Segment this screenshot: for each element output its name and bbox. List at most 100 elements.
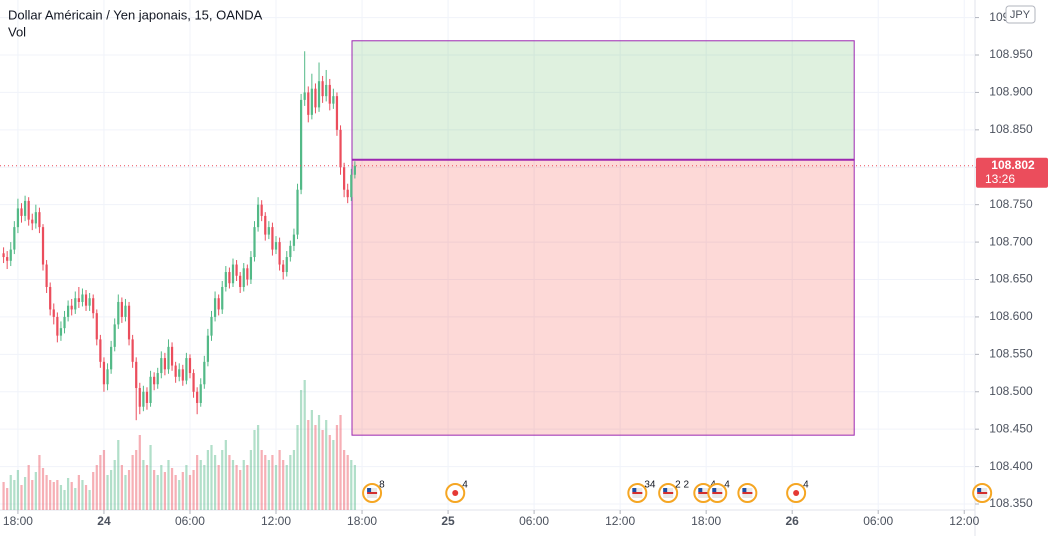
volume-bar: [321, 430, 324, 510]
volume-bar: [278, 450, 281, 510]
event-count: 34: [644, 480, 656, 491]
candle-body: [106, 369, 109, 385]
y-tick-label: 108.750: [989, 197, 1033, 211]
volume-bar: [49, 480, 52, 510]
volume-bar: [299, 390, 303, 510]
candle-body: [264, 215, 267, 235]
candle-body: [335, 96, 339, 130]
candle-body: [52, 309, 55, 317]
candle-body: [9, 249, 12, 261]
volume-bar: [167, 460, 170, 510]
candle-body: [271, 227, 274, 250]
candle-body: [203, 361, 206, 385]
candle-body: [339, 129, 342, 168]
event-count: 4: [724, 480, 730, 491]
candle-body: [34, 212, 37, 224]
candle-body: [45, 264, 48, 287]
candle-body: [314, 88, 317, 108]
candle-body: [23, 200, 27, 216]
candle-body: [156, 373, 159, 385]
candle-body: [153, 376, 156, 385]
volume-bar: [74, 488, 77, 510]
candle-body: [303, 92, 306, 100]
event-count: 8: [379, 480, 385, 491]
volume-bar: [135, 450, 138, 510]
candle-body: [63, 316, 66, 329]
currency-label: JPY: [1010, 9, 1031, 21]
volume-bar: [231, 460, 235, 510]
volume-bar: [346, 455, 349, 510]
volume-bar: [246, 465, 249, 510]
candle-body: [167, 346, 170, 370]
volume-bar: [235, 465, 238, 510]
volume-bar: [221, 450, 224, 510]
candle-body: [267, 227, 270, 235]
volume-bar: [289, 455, 292, 510]
x-tick-label: 25: [441, 514, 455, 528]
event-flag-stripe: [367, 492, 378, 494]
candle-body: [299, 99, 303, 190]
price-scale-bg: [975, 0, 1053, 510]
candle-body: [127, 305, 131, 340]
candle-body: [217, 298, 220, 310]
volume-bar: [66, 478, 70, 510]
event-flag-corner: [698, 488, 703, 492]
event-flag-corner: [632, 488, 637, 492]
candle-body: [249, 257, 253, 280]
event-flag-corner: [663, 488, 668, 492]
candle-body: [188, 358, 192, 374]
candle-body: [256, 204, 260, 228]
event-flag-corner: [977, 488, 982, 492]
candle-body: [20, 208, 23, 216]
volume-bar: [253, 430, 256, 510]
candle-body: [16, 208, 20, 228]
candle-body: [224, 272, 227, 287]
event-flag-stripe: [663, 492, 674, 494]
volume-bar: [325, 420, 328, 510]
candle-body: [56, 316, 59, 336]
candle-body: [285, 257, 288, 273]
event-dot: [452, 490, 459, 496]
x-tick-label: 18:00: [3, 514, 33, 528]
volume-bar: [264, 455, 267, 510]
volume-bar: [31, 480, 34, 510]
candle-body: [199, 384, 202, 403]
candle-body: [81, 294, 84, 302]
volume-bar: [156, 475, 159, 510]
volume-bar: [6, 488, 9, 510]
volume-bar: [117, 440, 120, 510]
candle-body: [185, 358, 188, 381]
candle-body: [38, 212, 41, 228]
volume-bar: [335, 425, 339, 510]
volume-bar: [192, 470, 195, 510]
candle-body: [260, 204, 263, 216]
candle-body: [135, 361, 138, 389]
candle-body: [181, 369, 184, 381]
x-tick-label: 12:00: [605, 514, 635, 528]
event-flag-stripe: [742, 492, 753, 494]
volume-bar: [285, 465, 288, 510]
candle-body: [274, 242, 278, 250]
candle-body: [110, 346, 113, 370]
volume-bar: [77, 475, 80, 510]
volume-bar: [153, 470, 156, 510]
candle-body: [77, 298, 80, 302]
volume-bar: [120, 465, 123, 510]
candle-body: [196, 391, 199, 403]
candle-body: [66, 305, 70, 317]
countdown: 13:26: [985, 172, 1015, 186]
volume-bar: [45, 475, 48, 510]
volume-bar: [84, 485, 88, 510]
volume-bar: [242, 460, 245, 510]
candle-body: [213, 298, 217, 317]
volume-bar: [127, 470, 131, 510]
last-price-badge: [976, 157, 1048, 188]
volume-bar: [113, 460, 116, 510]
candle-body: [142, 391, 145, 407]
candle-body: [70, 305, 73, 310]
volume-bar: [339, 415, 342, 510]
candle-body: [253, 227, 256, 258]
volume-bar: [199, 460, 202, 510]
volume-bar: [81, 480, 84, 510]
